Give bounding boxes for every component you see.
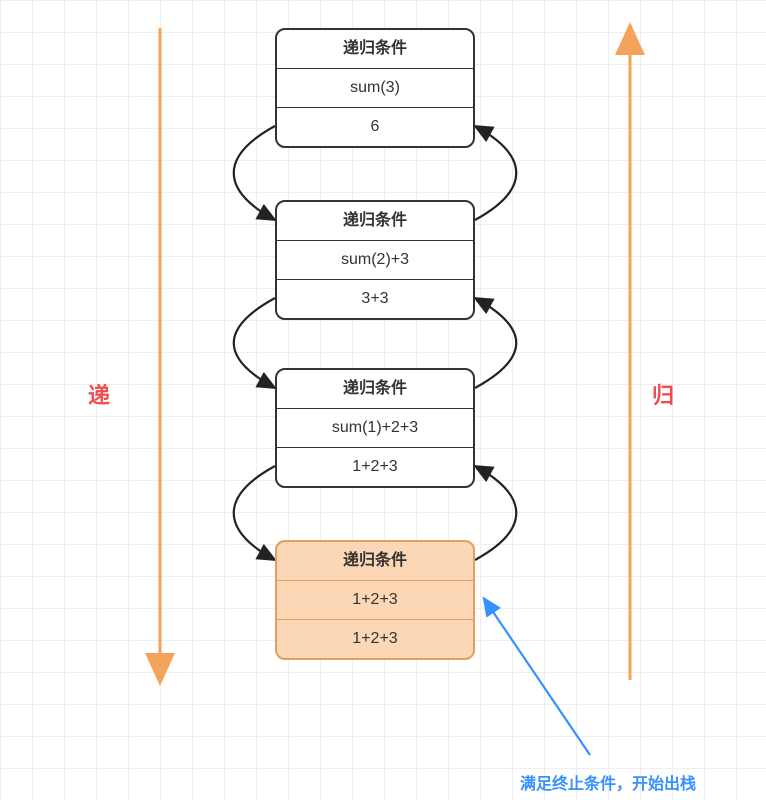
stack-frame-b2: 递归条件sum(1)+2+31+2+3	[275, 368, 475, 488]
row-value: sum(2)+3	[277, 241, 473, 280]
row-value: 3+3	[277, 280, 473, 318]
row-value: sum(3)	[277, 69, 473, 108]
side-label-right: 归	[652, 378, 674, 410]
row-value: 1+2+3	[277, 448, 473, 486]
row-value: 6	[277, 108, 473, 146]
stack-frame-b3: 递归条件1+2+31+2+3	[275, 540, 475, 660]
row-header: 递归条件	[277, 30, 473, 69]
row-value: 1+2+3	[277, 620, 473, 658]
row-header: 递归条件	[277, 542, 473, 581]
stack-frame-b0: 递归条件sum(3)6	[275, 28, 475, 148]
diagram-canvas: 递归条件sum(3)6递归条件sum(2)+33+3递归条件sum(1)+2+3…	[0, 0, 766, 800]
row-header: 递归条件	[277, 202, 473, 241]
stack-frame-b1: 递归条件sum(2)+33+3	[275, 200, 475, 320]
annotation-text: 满足终止条件，开始出栈	[520, 770, 696, 794]
row-header: 递归条件	[277, 370, 473, 409]
side-label-left: 递	[88, 378, 110, 410]
row-value: sum(1)+2+3	[277, 409, 473, 448]
row-value: 1+2+3	[277, 581, 473, 620]
